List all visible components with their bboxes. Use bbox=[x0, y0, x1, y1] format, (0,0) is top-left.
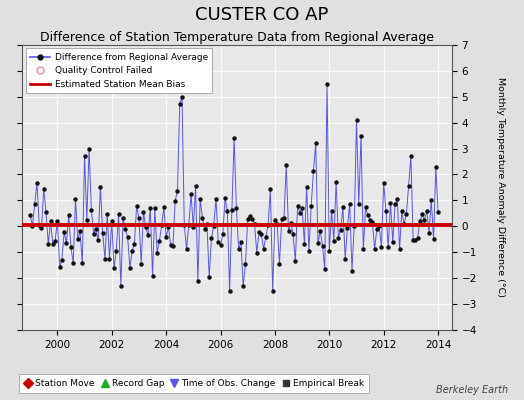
Title: Difference of Station Temperature Data from Regional Average: Difference of Station Temperature Data f… bbox=[40, 31, 434, 44]
Text: Berkeley Earth: Berkeley Earth bbox=[436, 385, 508, 395]
Text: CUSTER CO AP: CUSTER CO AP bbox=[195, 6, 329, 24]
Legend: Station Move, Record Gap, Time of Obs. Change, Empirical Break: Station Move, Record Gap, Time of Obs. C… bbox=[19, 374, 369, 392]
Y-axis label: Monthly Temperature Anomaly Difference (°C): Monthly Temperature Anomaly Difference (… bbox=[496, 77, 505, 298]
